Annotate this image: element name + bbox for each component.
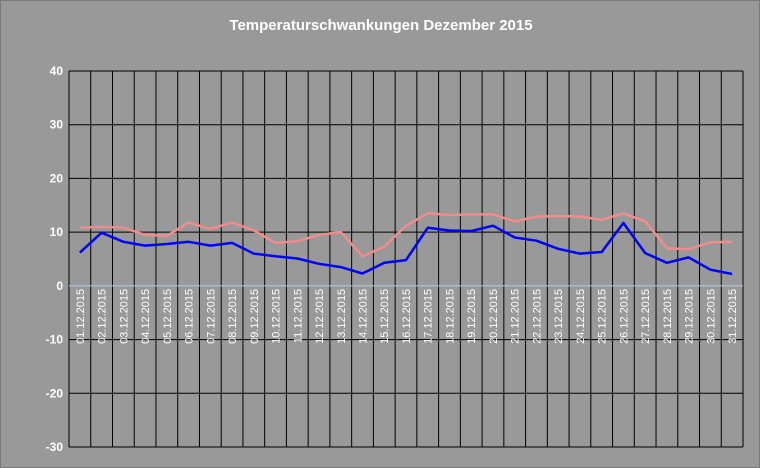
x-tick-label: 17.12.2015 [423, 289, 435, 344]
chart-title: Temperaturschwankungen Dezember 2015 [229, 17, 533, 34]
x-tick-label: 05.12.2015 [162, 289, 174, 344]
x-tick-label: 03.12.2015 [118, 289, 130, 344]
x-axis-tick-labels: 01.12.2015 02.12.2015 03.12.2015 04.12.2015… [75, 289, 739, 344]
x-tick-label: 14.12.2015 [358, 289, 370, 344]
x-tick-label: 02.12.2015 [97, 289, 109, 344]
x-tick-label: 11.12.2015 [292, 289, 304, 343]
y-tick-label: 20 [50, 171, 64, 185]
x-tick-label: 22.12.2015 [531, 289, 543, 344]
horizontal-gridlines [69, 70, 743, 448]
x-tick-label: 16.12.2015 [401, 289, 413, 344]
y-tick-label: 30 [50, 118, 64, 132]
x-tick-label: 19.12.2015 [466, 289, 478, 344]
x-tick-label: 31.12.2015 [727, 289, 739, 344]
y-tick-label: -30 [46, 440, 64, 454]
x-tick-label: 04.12.2015 [140, 289, 152, 344]
x-tick-label: 21.12.2015 [510, 289, 522, 344]
y-tick-label: 10 [50, 225, 64, 239]
x-tick-label: 18.12.2015 [444, 289, 456, 344]
x-tick-label: 20.12.2015 [488, 289, 500, 344]
x-tick-label: 15.12.2015 [379, 289, 391, 344]
y-axis-tick-labels: 40 30 20 10 0 -10 -20 -30 [46, 64, 64, 454]
x-tick-label: 08.12.2015 [227, 289, 239, 344]
x-tick-label: 26.12.2015 [618, 289, 630, 344]
x-tick-label: 12.12.2015 [314, 289, 326, 344]
x-tick-label: 06.12.2015 [184, 289, 196, 344]
x-tick-label: 09.12.2015 [249, 289, 261, 344]
x-tick-label: 29.12.2015 [684, 289, 696, 344]
series-line-1 [79, 212, 733, 258]
series-line-2 [79, 221, 733, 276]
x-tick-label: 13.12.2015 [336, 289, 348, 344]
y-tick-label: 0 [56, 279, 63, 293]
y-tick-label: 40 [50, 64, 64, 78]
y-tick-label: -10 [46, 333, 64, 347]
x-tick-label: 10.12.2015 [271, 289, 283, 344]
x-tick-label: 23.12.2015 [553, 289, 565, 344]
series-layer [79, 212, 733, 276]
vertical-gridlines [68, 71, 744, 447]
x-tick-label: 25.12.2015 [597, 289, 609, 344]
x-tick-label: 01.12.2015 [75, 289, 87, 344]
x-tick-label: 27.12.2015 [640, 289, 652, 344]
x-tick-label: 30.12.2015 [705, 289, 717, 344]
x-tick-label: 07.12.2015 [205, 289, 217, 344]
x-tick-label: 28.12.2015 [662, 289, 674, 344]
y-tick-label: -20 [46, 386, 64, 400]
x-tick-label: 24.12.2015 [575, 289, 587, 344]
